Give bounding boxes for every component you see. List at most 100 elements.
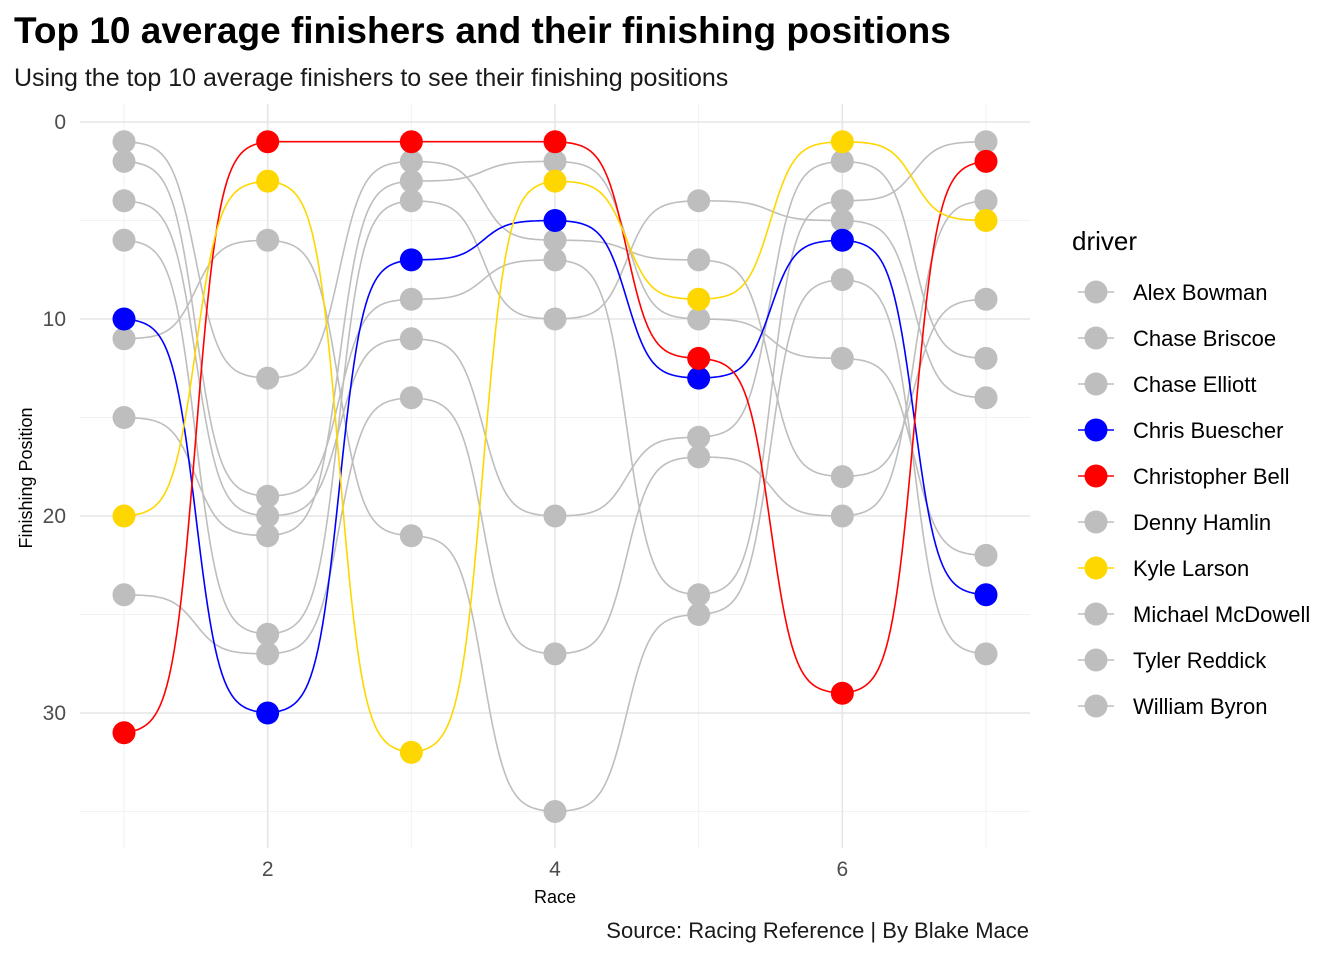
data-point-william-byron bbox=[543, 642, 567, 666]
y-tick-label: 0 bbox=[54, 111, 66, 134]
legend-item: Christopher Bell bbox=[1078, 464, 1290, 489]
legend-item: Chris Buescher bbox=[1078, 418, 1283, 443]
data-point-chase-elliott bbox=[830, 149, 854, 173]
data-point-chase-elliott bbox=[687, 425, 711, 449]
data-point-michael-mcdowell bbox=[974, 642, 998, 666]
data-point-denny-hamlin bbox=[399, 189, 423, 213]
legend-item: William Byron bbox=[1078, 694, 1267, 719]
legend-label: Denny Hamlin bbox=[1133, 510, 1271, 535]
data-point-william-byron bbox=[112, 583, 136, 607]
legend-label: Alex Bowman bbox=[1133, 280, 1268, 305]
data-point-chase-briscoe bbox=[974, 130, 998, 154]
legend-key-point bbox=[1084, 326, 1108, 350]
data-point-kyle-larson bbox=[256, 169, 280, 193]
legend-key-point bbox=[1084, 280, 1108, 304]
data-point-chase-elliott bbox=[543, 504, 567, 528]
data-point-chris-buescher bbox=[543, 209, 567, 232]
data-point-denny-hamlin bbox=[112, 228, 136, 252]
x-axis-title: Race bbox=[534, 887, 576, 907]
data-point-chase-briscoe bbox=[830, 189, 854, 213]
data-point-denny-hamlin bbox=[543, 307, 567, 331]
data-point-chase-elliott bbox=[974, 346, 998, 370]
data-point-christopher-bell bbox=[830, 681, 854, 705]
data-point-william-byron bbox=[256, 642, 280, 666]
y-axis-title: Finishing Position bbox=[16, 407, 36, 548]
legend-label: William Byron bbox=[1133, 694, 1267, 719]
legend-label: Kyle Larson bbox=[1133, 556, 1249, 581]
data-point-christopher-bell bbox=[974, 149, 998, 173]
legend-label: Chase Elliott bbox=[1133, 372, 1257, 397]
data-point-alex-bowman bbox=[256, 366, 280, 390]
data-point-tyler-reddick bbox=[112, 406, 136, 429]
data-point-michael-mcdowell bbox=[687, 603, 711, 626]
data-point-tyler-reddick bbox=[399, 169, 423, 193]
x-tick-label: 2 bbox=[262, 858, 274, 881]
legend-label: Christopher Bell bbox=[1133, 464, 1290, 489]
legend-key-point bbox=[1084, 648, 1108, 672]
data-point-kyle-larson bbox=[687, 287, 711, 311]
legend-key-point bbox=[1084, 602, 1108, 626]
data-point-michael-mcdowell bbox=[112, 327, 136, 351]
data-point-alex-bowman bbox=[687, 248, 711, 272]
data-point-michael-mcdowell bbox=[543, 800, 567, 823]
axes: 2 4 6 0 10 20 30 Race Finishing Position bbox=[16, 111, 848, 907]
data-point-michael-mcdowell bbox=[399, 524, 423, 548]
data-point-alex-bowman bbox=[399, 149, 423, 173]
data-point-william-byron bbox=[830, 504, 854, 528]
data-point-alex-bowman bbox=[112, 130, 136, 154]
legend-label: Tyler Reddick bbox=[1133, 648, 1267, 673]
data-point-chase-briscoe bbox=[543, 248, 567, 272]
x-tick-label: 6 bbox=[836, 858, 848, 881]
data-point-chris-buescher bbox=[974, 583, 998, 607]
data-point-chris-buescher bbox=[112, 307, 136, 331]
data-point-chase-briscoe bbox=[399, 287, 423, 311]
data-point-tyler-reddick bbox=[256, 524, 280, 548]
legend-item: Kyle Larson bbox=[1078, 556, 1249, 581]
data-point-chris-buescher bbox=[687, 366, 711, 390]
chart-title: Top 10 average finishers and their finis… bbox=[14, 10, 951, 51]
legend-item: Tyler Reddick bbox=[1078, 648, 1267, 673]
data-point-chase-elliott bbox=[399, 327, 423, 351]
data-point-william-byron bbox=[399, 386, 423, 410]
data-point-tyler-reddick bbox=[543, 149, 567, 173]
legend-key-point bbox=[1084, 464, 1108, 488]
legend-item: Michael McDowell bbox=[1078, 602, 1310, 627]
data-point-kyle-larson bbox=[974, 209, 998, 232]
legend-key-point bbox=[1084, 372, 1108, 396]
data-point-chase-briscoe bbox=[112, 149, 136, 173]
data-point-denny-hamlin bbox=[256, 622, 280, 646]
data-point-chase-briscoe bbox=[687, 583, 711, 607]
data-point-christopher-bell bbox=[256, 130, 280, 154]
data-point-christopher-bell bbox=[543, 130, 567, 154]
legend-label: Chase Briscoe bbox=[1133, 326, 1276, 351]
data-point-michael-mcdowell bbox=[256, 228, 280, 252]
legend-item: Chase Elliott bbox=[1078, 372, 1257, 397]
data-point-chase-briscoe bbox=[256, 484, 280, 508]
data-point-william-byron bbox=[687, 445, 711, 469]
data-point-chase-elliott bbox=[256, 504, 280, 528]
data-point-chase-elliott bbox=[112, 189, 136, 213]
data-point-christopher-bell bbox=[399, 130, 423, 154]
chart-caption: Source: Racing Reference | By Blake Mace bbox=[606, 918, 1029, 943]
legend-key-point bbox=[1084, 510, 1108, 534]
data-point-tyler-reddick bbox=[830, 346, 854, 370]
legend: driver Alex Bowman Chase Briscoe Chase Elli… bbox=[1072, 226, 1310, 719]
legend-key-point bbox=[1084, 556, 1108, 580]
data-point-alex-bowman bbox=[974, 287, 998, 311]
chart-subtitle: Using the top 10 average finishers to se… bbox=[14, 64, 729, 92]
data-point-kyle-larson bbox=[830, 130, 854, 154]
data-point-denny-hamlin bbox=[974, 386, 998, 410]
data-point-william-byron bbox=[974, 189, 998, 213]
x-tick-label: 4 bbox=[549, 858, 561, 881]
data-point-chris-buescher bbox=[256, 701, 280, 725]
data-point-denny-hamlin bbox=[830, 209, 854, 232]
data-point-tyler-reddick bbox=[974, 543, 998, 567]
data-point-michael-mcdowell bbox=[830, 268, 854, 292]
y-tick-label: 20 bbox=[43, 505, 66, 528]
data-point-chris-buescher bbox=[399, 248, 423, 272]
legend-title: driver bbox=[1072, 226, 1137, 256]
y-tick-label: 30 bbox=[43, 702, 66, 725]
legend-item: Denny Hamlin bbox=[1078, 510, 1271, 535]
series-points bbox=[112, 130, 998, 823]
